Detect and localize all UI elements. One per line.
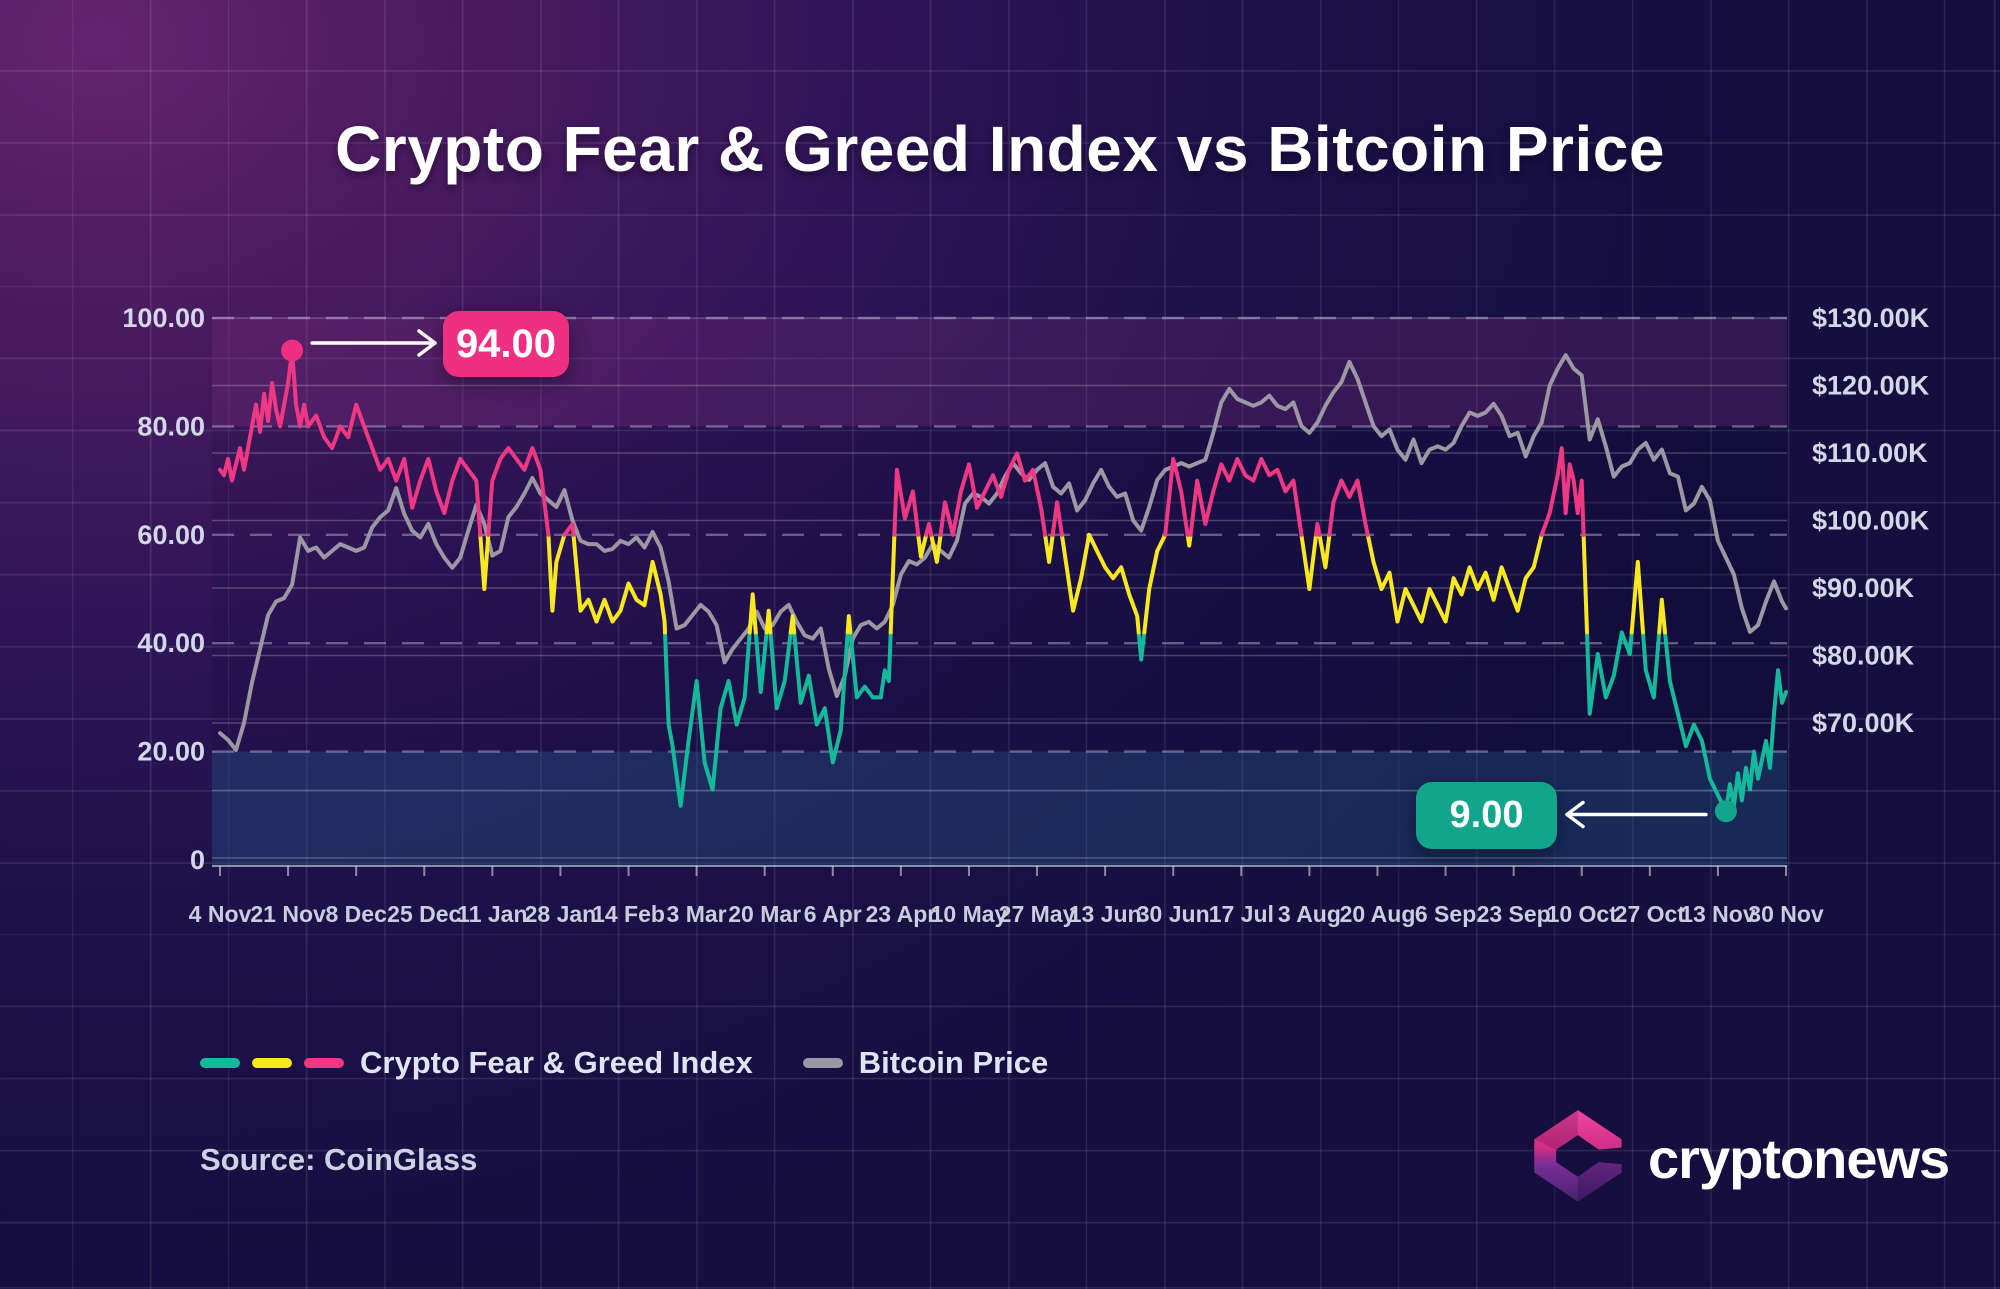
fear-greed-line-greed <box>218 348 1586 537</box>
legend-swatch <box>802 1058 843 1068</box>
legend-swatch <box>200 1058 240 1068</box>
x-tick-label: 11 Jan <box>457 901 527 927</box>
y-left-tick-label: 100.00 <box>122 303 205 333</box>
x-tick-label: 23 Sep <box>1477 901 1551 927</box>
logo-hex-ring <box>1534 1110 1622 1202</box>
legend-label-fear-greed: Crypto Fear & Greed Index <box>360 1045 753 1080</box>
x-tick-label: 3 Aug <box>1278 901 1341 927</box>
x-tick-label: 20 Aug <box>1340 901 1416 927</box>
x-tick-label: 10 May <box>931 901 1008 927</box>
brand-wordmark: cryptonews <box>1648 1126 1950 1190</box>
y-right-tick-label: $90.00K <box>1812 573 1915 603</box>
annotation-arrow-head <box>1565 800 1585 829</box>
legend-label-bitcoin: Bitcoin Price <box>858 1045 1049 1080</box>
y-left-tick-label: 60.00 <box>137 520 205 550</box>
y-right-tick-label: $110.00K <box>1812 438 1928 468</box>
y-right-tick-label: $70.00K <box>1812 708 1915 738</box>
x-tick-label: 21 Nov <box>250 901 326 927</box>
x-tick-label: 30 Nov <box>1748 901 1824 927</box>
brand-logo: cryptonews <box>1528 1106 1950 1210</box>
x-tick-label: 30 Jun <box>1137 901 1210 927</box>
x-tick-label: 23 Apr <box>866 901 937 927</box>
x-tick-label: 27 May <box>999 901 1076 927</box>
x-tick-label: 13 Nov <box>1680 901 1756 927</box>
y-right-tick-label: $130.00K <box>1812 303 1930 333</box>
annotation-arrow-head <box>417 329 437 357</box>
annotation-badge-max: 94.00 <box>443 311 569 377</box>
x-tick-label: 28 Jan <box>525 901 597 927</box>
x-tick-label: 17 Jul <box>1209 901 1274 927</box>
x-tick-label: 4 Nov <box>189 901 252 927</box>
x-tick-label: 27 Oct <box>1615 901 1686 927</box>
annotation-dot <box>281 339 304 362</box>
y-left-tick-label: 20.00 <box>137 737 205 767</box>
logo-fold-bottom <box>1577 1162 1622 1202</box>
x-tick-label: 8 Dec <box>325 901 387 927</box>
legend-swatch <box>304 1058 344 1068</box>
y-right-tick-label: $100.00K <box>1812 506 1930 536</box>
x-tick-label: 6 Apr <box>804 901 862 927</box>
fear-greed-line-neutral <box>478 532 1667 635</box>
y-left-tick-label: 0 <box>190 845 205 875</box>
x-tick-label: 20 Mar <box>728 901 801 927</box>
bitcoin-legend-swatch <box>802 1058 843 1068</box>
legend-swatch <box>252 1058 292 1068</box>
x-tick-label: 13 Jun <box>1069 901 1142 927</box>
x-tick-label: 25 Dec <box>387 901 461 927</box>
annotation-badge-min: 9.00 <box>1416 782 1557 849</box>
y-right-tick-label: $120.00K <box>1812 371 1930 401</box>
plot-area-shade <box>212 318 1787 866</box>
annotation-dot <box>1714 800 1737 823</box>
cryptonews-icon <box>1534 1110 1622 1202</box>
logo-fold-top <box>1534 1110 1578 1150</box>
chart-title: Crypto Fear & Greed Index vs Bitcoin Pri… <box>335 113 1665 185</box>
legend: Crypto Fear & Greed Index Bitcoin Price <box>200 1044 1082 1082</box>
fear-greed-line-fear <box>663 630 1788 814</box>
x-tick-label: 10 Oct <box>1547 901 1618 927</box>
fear-greed-legend-swatches <box>200 1058 344 1068</box>
y-left-tick-label: 40.00 <box>137 628 205 658</box>
x-tick-label: 14 Feb <box>592 901 665 927</box>
source-credit: Source: CoinGlass <box>200 1142 478 1177</box>
y-left-tick-label: 80.00 <box>137 411 205 441</box>
x-tick-label: 3 Mar <box>667 901 727 927</box>
x-tick-label: 6 Sep <box>1415 901 1476 927</box>
y-right-tick-label: $80.00K <box>1812 641 1915 671</box>
